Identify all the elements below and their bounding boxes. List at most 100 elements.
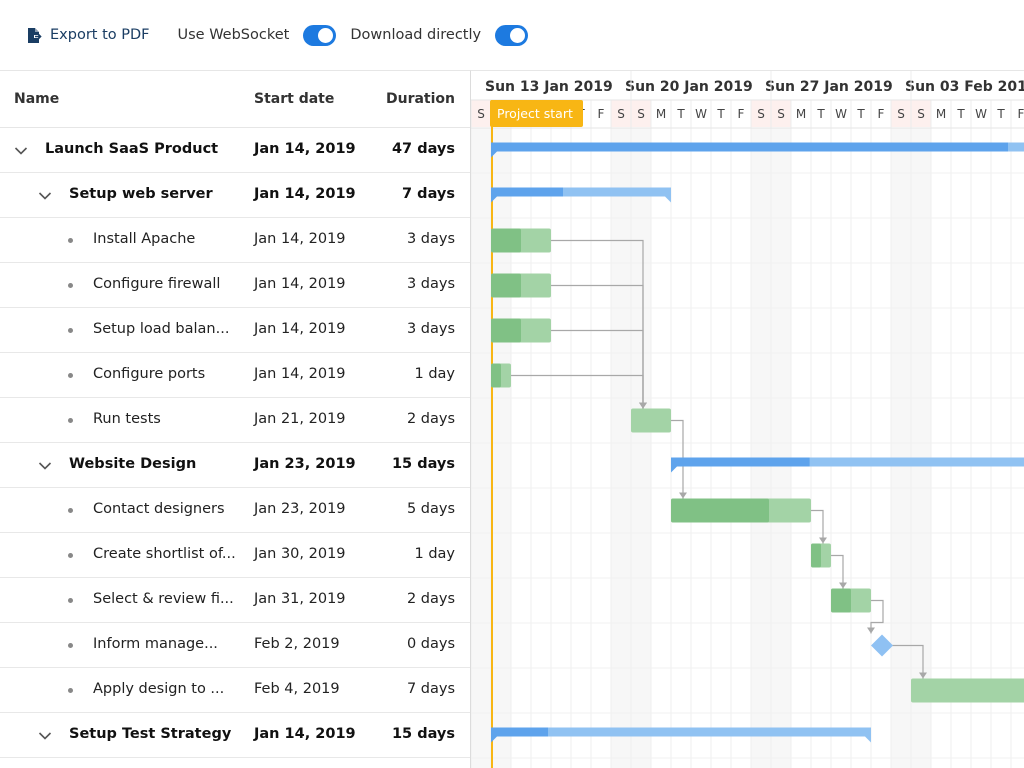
grid-row[interactable]: Setup Test Strategy Jan 14, 2019 15 days bbox=[0, 713, 470, 758]
chevron-down-icon[interactable] bbox=[38, 459, 52, 475]
day-letter: M bbox=[656, 107, 666, 121]
task-bar[interactable] bbox=[911, 678, 1024, 703]
task-duration: 5 days bbox=[406, 501, 455, 517]
export-pdf-button[interactable]: Export to PDF bbox=[26, 27, 150, 44]
summary-left-cap bbox=[491, 151, 497, 158]
task-name: Install Apache bbox=[93, 231, 196, 247]
day-letter: W bbox=[835, 107, 847, 121]
week-label: Sun 20 Jan 2019 bbox=[625, 79, 753, 95]
weekend-header-cell bbox=[751, 100, 771, 127]
weekend-column bbox=[631, 128, 651, 768]
dependency-line bbox=[811, 509, 824, 544]
task-name: Apply design to ... bbox=[93, 681, 225, 697]
weekend-header-cell bbox=[911, 100, 931, 127]
task-duration: 3 days bbox=[406, 231, 455, 247]
bullet-icon bbox=[68, 238, 73, 243]
summary-bar[interactable] bbox=[491, 727, 871, 737]
task-start-date: Jan 31, 2019 bbox=[254, 591, 346, 607]
task-duration: 2 days bbox=[406, 411, 455, 427]
grid-row[interactable]: Configure ports Jan 14, 2019 1 day bbox=[0, 353, 470, 398]
day-letter: M bbox=[796, 107, 806, 121]
dependency-line bbox=[831, 554, 844, 589]
grid-row[interactable]: Setup load balan... Jan 14, 2019 3 days bbox=[0, 308, 470, 353]
websocket-toggle[interactable] bbox=[303, 24, 337, 46]
grid-row[interactable]: Apply design to ... Feb 4, 2019 7 days bbox=[0, 668, 470, 713]
task-progress bbox=[491, 318, 521, 343]
task-start-date: Jan 14, 2019 bbox=[254, 366, 346, 382]
grid-row[interactable]: Inform manage... Feb 2, 2019 0 days bbox=[0, 623, 470, 668]
column-header-name[interactable]: Name bbox=[14, 91, 60, 107]
project-start-label: Project start bbox=[497, 106, 573, 121]
day-letter: S bbox=[637, 107, 645, 121]
day-letter: T bbox=[956, 107, 965, 121]
websocket-label: Use WebSocket bbox=[177, 27, 290, 43]
summary-left-cap bbox=[491, 196, 497, 203]
day-letter: T bbox=[996, 107, 1005, 121]
day-letter: S bbox=[757, 107, 765, 121]
dependency-arrow-icon bbox=[867, 627, 875, 634]
grid-row[interactable]: Launch SaaS Product Jan 14, 2019 47 days bbox=[0, 128, 470, 173]
day-letter: T bbox=[716, 107, 725, 121]
download-setting: Download directly bbox=[350, 24, 529, 46]
grid-row[interactable]: Setup web server Jan 14, 2019 7 days bbox=[0, 173, 470, 218]
column-header-start-date[interactable]: Start date bbox=[254, 91, 335, 107]
chevron-down-icon[interactable] bbox=[14, 144, 28, 160]
task-name: Create shortlist of... bbox=[93, 546, 236, 562]
summary-left-cap bbox=[491, 736, 497, 743]
task-grid: Name Start date Duration Launch SaaS Pro… bbox=[0, 70, 471, 768]
toggle-knob bbox=[510, 27, 526, 43]
bullet-icon bbox=[68, 553, 73, 558]
day-letter: S bbox=[477, 107, 485, 121]
task-start-date: Jan 14, 2019 bbox=[254, 726, 356, 742]
grid-row[interactable]: Install Apache Jan 14, 2019 3 days bbox=[0, 218, 470, 263]
task-progress bbox=[671, 498, 769, 523]
task-bar[interactable] bbox=[631, 408, 671, 433]
task-start-date: Feb 2, 2019 bbox=[254, 636, 340, 652]
chevron-down-icon[interactable] bbox=[38, 729, 52, 745]
summary-right-cap bbox=[865, 736, 871, 743]
toggle-knob bbox=[318, 27, 334, 43]
grid-row[interactable]: Create shortlist of... Jan 30, 2019 1 day bbox=[0, 533, 470, 578]
milestone-diamond[interactable] bbox=[871, 634, 893, 657]
week-label: Sun 13 Jan 2019 bbox=[485, 79, 613, 95]
summary-progress bbox=[491, 142, 1008, 152]
column-header-duration[interactable]: Duration bbox=[385, 91, 455, 107]
summary-progress bbox=[491, 187, 563, 197]
bullet-icon bbox=[68, 508, 73, 513]
task-duration: 15 days bbox=[391, 726, 455, 742]
week-label: Sun 03 Feb 2019 bbox=[905, 79, 1024, 95]
weekend-column bbox=[491, 128, 511, 768]
task-duration: 1 day bbox=[414, 366, 455, 382]
weekend-column bbox=[471, 128, 491, 768]
task-start-date: Jan 14, 2019 bbox=[254, 276, 346, 292]
summary-bar[interactable] bbox=[491, 187, 671, 197]
day-letter: F bbox=[598, 107, 605, 121]
day-letter: F bbox=[878, 107, 885, 121]
summary-right-cap bbox=[665, 196, 671, 203]
task-progress bbox=[491, 273, 521, 298]
dependency-arrow-icon bbox=[639, 402, 647, 409]
task-start-date: Feb 4, 2019 bbox=[254, 681, 340, 697]
grid-row[interactable]: Select & review fi... Jan 31, 2019 2 days bbox=[0, 578, 470, 623]
bullet-icon bbox=[68, 418, 73, 423]
weekend-column bbox=[751, 128, 771, 768]
grid-row[interactable]: Configure firewall Jan 14, 2019 3 days bbox=[0, 263, 470, 308]
grid-row[interactable]: Contact designers Jan 23, 2019 5 days bbox=[0, 488, 470, 533]
dependency-arrow-icon bbox=[679, 492, 687, 499]
grid-row[interactable]: Website Design Jan 23, 2019 15 days bbox=[0, 443, 470, 488]
task-progress bbox=[491, 228, 521, 253]
grid-row[interactable]: Run tests Jan 21, 2019 2 days bbox=[0, 398, 470, 443]
summary-bar[interactable] bbox=[671, 457, 1024, 467]
task-name: Run tests bbox=[93, 411, 161, 427]
download-toggle[interactable] bbox=[495, 24, 529, 46]
websocket-setting: Use WebSocket bbox=[177, 24, 337, 46]
task-name: Select & review fi... bbox=[93, 591, 234, 607]
bullet-icon bbox=[68, 598, 73, 603]
chevron-down-icon[interactable] bbox=[38, 189, 52, 205]
task-name: Contact designers bbox=[93, 501, 225, 517]
task-duration: 7 days bbox=[406, 681, 455, 697]
task-start-date: Jan 14, 2019 bbox=[254, 231, 346, 247]
day-letter: W bbox=[695, 107, 707, 121]
task-name: Configure ports bbox=[93, 366, 206, 382]
grid-header: Name Start date Duration bbox=[0, 71, 470, 128]
